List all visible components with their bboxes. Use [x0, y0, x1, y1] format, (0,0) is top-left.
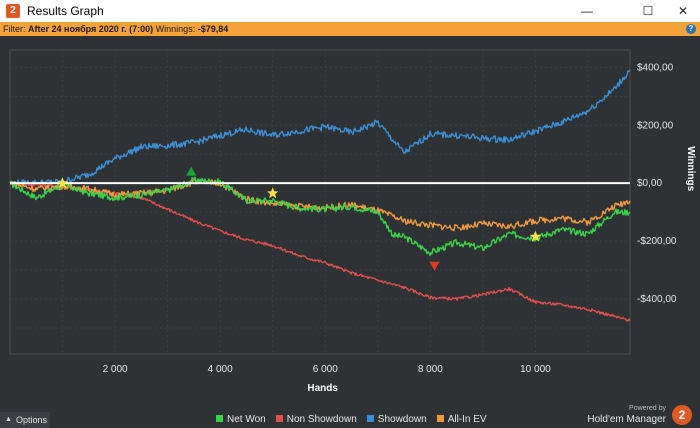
- x-axis-title: Hands: [307, 383, 338, 394]
- star-marker: [529, 230, 542, 242]
- close-button[interactable]: ✕: [677, 4, 689, 18]
- legend-label: All-In EV: [447, 414, 487, 425]
- legend-swatch: [436, 415, 444, 422]
- star-marker: [267, 187, 279, 199]
- winnings-label: Winnings:: [153, 24, 198, 34]
- winnings-value: -$79,84: [197, 24, 229, 34]
- help-icon[interactable]: ?: [686, 24, 696, 34]
- powered-by-text: Powered by: [629, 405, 666, 412]
- legend-swatch: [366, 415, 374, 422]
- legend-swatch: [216, 415, 223, 422]
- chart-legend: Net Won Non Showdown Showdown All-In EV: [216, 414, 497, 426]
- x-tick-label: 6 000: [313, 364, 338, 375]
- app-logo-icon: 2: [6, 4, 20, 18]
- y-tick-label: $200,00: [637, 120, 674, 131]
- brand: Powered by Hold'em Manager 2: [574, 392, 694, 428]
- legend-swatch: [275, 415, 283, 422]
- filter-prefix: Filter:: [3, 24, 29, 34]
- plot-area: [9, 49, 631, 355]
- caret-up-icon: ▲: [5, 416, 12, 423]
- y-tick-label: $400,00: [637, 62, 674, 73]
- series-line-showdown: [9, 69, 631, 187]
- y-tick-label: -$200,00: [637, 236, 677, 247]
- options-label: Options: [16, 415, 48, 425]
- legend-item: Showdown: [366, 414, 427, 425]
- chart-svg: $400,00 $200,00 $0,00 -$200,00 -$400,00 2 000…: [9, 49, 696, 394]
- filter-bar: Filter: After 24 ноября 2020 г. (7:00) W…: [0, 22, 700, 36]
- results-chart: $400,00 $200,00 $0,00 -$200,00 -$400,00 2 000…: [0, 36, 700, 406]
- legend-label: Non Showdown: [286, 414, 357, 425]
- legend-item: Non Showdown: [275, 414, 357, 425]
- triangle-up-marker: [186, 166, 197, 176]
- x-tick-label: 10 000: [520, 364, 551, 375]
- x-tick-label: 8 000: [418, 364, 443, 375]
- window-title: Results Graph: [27, 4, 104, 18]
- brand-logo-icon: 2: [672, 405, 692, 425]
- triangle-down-marker: [429, 261, 440, 271]
- maximize-button[interactable]: ☐: [642, 4, 654, 18]
- legend-item: All-In EV: [436, 414, 487, 425]
- y-tick-label: $0,00: [637, 178, 662, 189]
- y-tick-label: -$400,00: [637, 294, 677, 305]
- x-tick-label: 4 000: [208, 364, 233, 375]
- footer: ▲ Options Net Won Non Showdown Showdown All…: [0, 405, 700, 428]
- filter-value: After 24 ноября 2020 г. (7:00): [28, 24, 154, 34]
- star-marker: [56, 177, 69, 188]
- series-line-net-won: [9, 176, 631, 257]
- title-bar: 2 Results Graph — ☐ ✕: [0, 0, 700, 22]
- options-button[interactable]: ▲ Options: [0, 412, 50, 428]
- y-axis-title: Winnings: [685, 146, 696, 191]
- x-tick-label: 2 000: [103, 364, 128, 375]
- legend-label: Net Won: [227, 414, 266, 425]
- minimize-button[interactable]: —: [581, 4, 593, 18]
- brand-name: Hold'em Manager: [587, 414, 666, 425]
- legend-label: Showdown: [377, 414, 427, 425]
- legend-item: Net Won: [216, 414, 266, 425]
